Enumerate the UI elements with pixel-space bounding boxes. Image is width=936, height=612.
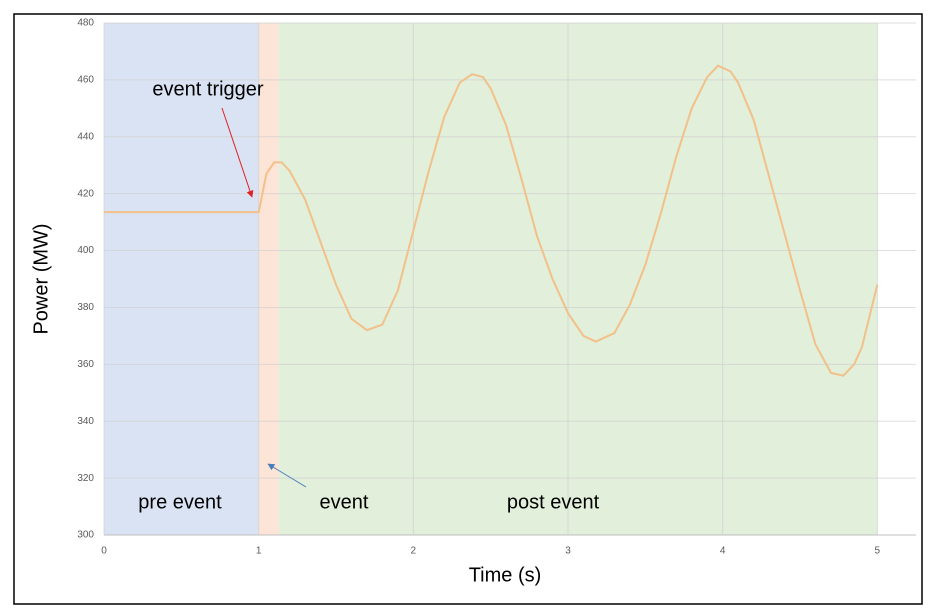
y-tick-label: 460	[77, 75, 94, 86]
annotation-arrow	[221, 107, 254, 198]
region-label: post event	[507, 491, 600, 513]
y-tick-label: 340	[77, 416, 94, 427]
region-label: event	[320, 491, 369, 513]
y-tick-label: 400	[77, 245, 94, 256]
y-tick-label: 440	[77, 131, 94, 142]
region	[278, 23, 878, 535]
y-tick-label: 480	[77, 18, 94, 29]
x-tick-label: 5	[875, 546, 881, 557]
region	[104, 23, 259, 535]
annotation: event trigger	[152, 78, 264, 100]
plot-area: 300 320 340 360 380 400 420 440 460 480 0 1 2 3 4 5	[77, 18, 916, 557]
x-tick-label: 1	[256, 546, 262, 557]
x-tick-label: 3	[565, 546, 571, 557]
region	[258, 23, 279, 535]
x-axis-title: Time (s)	[469, 564, 542, 586]
region-label: pre event	[138, 491, 222, 513]
x-tick-label: 2	[411, 546, 417, 557]
y-tick-label: 320	[77, 473, 94, 484]
x-tick-label: 0	[101, 546, 107, 557]
y-tick-label: 360	[77, 359, 94, 370]
x-tick-label: 4	[720, 546, 726, 557]
y-tick-label: 380	[77, 302, 94, 313]
data-line	[104, 64, 879, 377]
y-tick-label: 300	[77, 530, 94, 541]
annotation-arrow	[267, 463, 307, 488]
y-axis-title: Power (MW)	[30, 223, 52, 334]
y-tick-label: 420	[77, 188, 94, 199]
